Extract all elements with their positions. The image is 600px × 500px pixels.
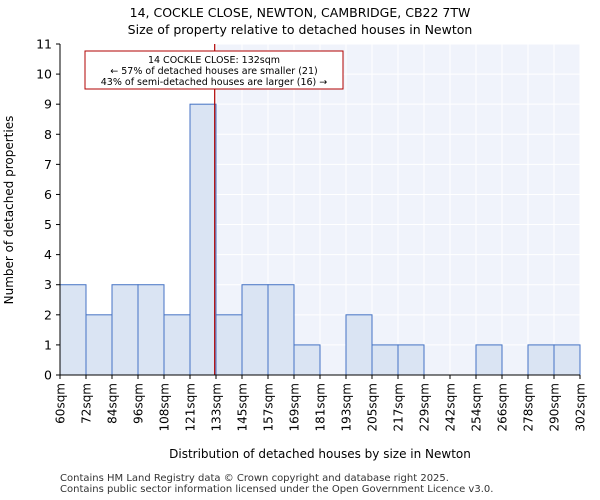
x-tick-label: 290sqm	[548, 383, 562, 431]
histogram-bar	[215, 314, 243, 376]
annotation-line-2: ← 57% of detached houses are smaller (21…	[110, 66, 317, 77]
histogram-bar	[553, 344, 581, 376]
y-tick-label: 11	[36, 37, 52, 52]
footer-line-1: Contains HM Land Registry data © Crown c…	[60, 473, 449, 484]
x-tick-label: 205sqm	[366, 383, 380, 431]
x-tick-label: 193sqm	[340, 383, 354, 431]
histogram-bar	[59, 284, 87, 376]
histogram-bar	[189, 103, 217, 376]
x-tick-label: 157sqm	[262, 383, 276, 431]
y-tick-label: 6	[44, 187, 52, 202]
y-tick-label: 8	[44, 127, 52, 142]
y-tick-label: 0	[44, 368, 52, 383]
annotation-box: 14 COCKLE CLOSE: 132sqm ← 57% of detache…	[84, 50, 344, 90]
histogram-bar	[267, 284, 295, 376]
x-tick-label: 254sqm	[470, 383, 484, 431]
bars	[59, 103, 581, 376]
x-tick-label: 60sqm	[54, 383, 68, 424]
x-tick-label: 121sqm	[184, 383, 198, 431]
histogram-bar	[137, 284, 165, 376]
x-tick-label: 278sqm	[522, 383, 536, 431]
x-tick-label: 169sqm	[288, 383, 302, 431]
x-tick-label: 302sqm	[574, 383, 588, 431]
x-tick-label: 229sqm	[418, 383, 432, 431]
y-tick-label: 3	[44, 277, 52, 292]
histogram-bar	[293, 344, 321, 376]
histogram-bar	[345, 314, 373, 376]
histogram-bar	[475, 344, 503, 376]
y-tick-label: 5	[44, 217, 52, 232]
histogram-bar	[241, 284, 269, 376]
chart-title-block: 14, COCKLE CLOSE, NEWTON, CAMBRIDGE, CB2…	[0, 4, 600, 38]
histogram-bar	[111, 284, 139, 376]
y-tick-label: 4	[44, 247, 52, 262]
x-tick-label: 217sqm	[392, 383, 406, 431]
x-tick-label: 242sqm	[444, 383, 458, 431]
histogram-bar	[163, 314, 191, 376]
footer-line-2: Contains public sector information licen…	[60, 484, 494, 495]
x-tick-label: 72sqm	[80, 383, 94, 424]
annotation-line-3: 43% of semi-detached houses are larger (…	[101, 77, 328, 88]
histogram-bar	[527, 344, 555, 376]
y-tick-label: 1	[44, 337, 52, 352]
y-tick-label: 9	[44, 97, 52, 112]
x-tick-label: 266sqm	[496, 383, 510, 431]
x-tick-label: 133sqm	[210, 383, 224, 431]
x-tick-label: 84sqm	[106, 383, 120, 424]
y-tick-label: 10	[36, 67, 52, 82]
chart-title: 14, COCKLE CLOSE, NEWTON, CAMBRIDGE, CB2…	[129, 5, 471, 20]
y-axis-label: Number of detached properties	[2, 116, 16, 305]
tick-labels: 0 1 2 3 4 5 6 7 8 9 10 11 60sqm 72sqm 84sqm 96sqm 108sqm…	[36, 37, 587, 432]
x-axis-label: Distribution of detached houses by size …	[169, 447, 471, 461]
x-tick-label: 181sqm	[314, 383, 328, 431]
x-tick-label: 108sqm	[158, 383, 172, 431]
footer: Contains HM Land Registry data © Crown c…	[60, 473, 493, 495]
y-tick-label: 7	[44, 157, 52, 172]
annotation-border	[84, 50, 344, 90]
histogram-bar	[85, 314, 113, 376]
histogram-bar	[397, 344, 425, 376]
histogram-bar	[371, 344, 399, 376]
x-tick-label: 145sqm	[236, 383, 250, 431]
chart-subtitle: Size of property relative to detached ho…	[127, 22, 473, 37]
y-tick-label: 2	[44, 307, 52, 322]
x-tick-label: 96sqm	[132, 383, 146, 424]
annotation-line-1: 14 COCKLE CLOSE: 132sqm	[148, 55, 280, 66]
